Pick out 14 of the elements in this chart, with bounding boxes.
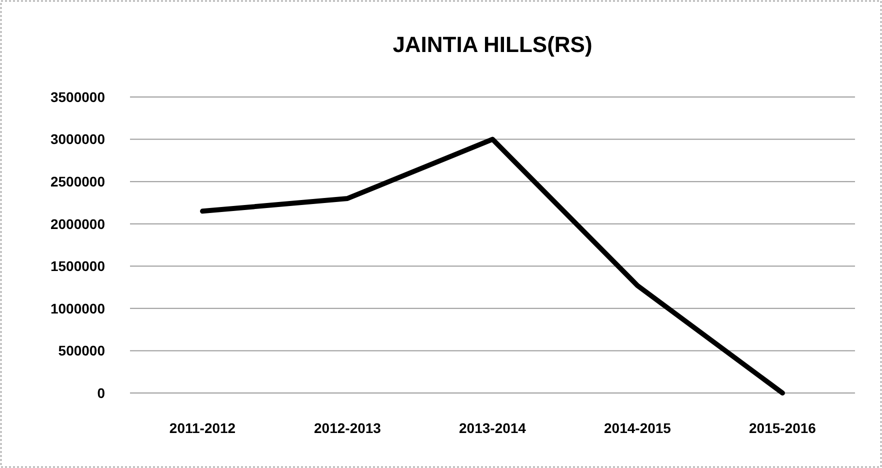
y-tick-label: 1500000: [50, 258, 106, 274]
chart-title: JAINTIA HILLS(RS): [392, 32, 592, 57]
x-tick-label: 2011-2012: [169, 420, 236, 436]
y-tick-label: 3500000: [50, 88, 106, 105]
y-tick-label: 1000000: [50, 300, 106, 316]
x-tick-label: 2012-2013: [314, 420, 382, 436]
y-tick-label: 2500000: [50, 173, 106, 190]
y-tick-label: 0: [97, 384, 106, 401]
x-tick-label: 2014-2015: [604, 420, 672, 436]
y-tick-label: 3000000: [50, 131, 106, 148]
y-tick-label: 500000: [58, 342, 106, 359]
y-tick-label: 2000000: [50, 216, 106, 232]
x-tick-label: 2013-2014: [459, 420, 526, 436]
x-tick-label: 2015-2016: [749, 420, 816, 436]
